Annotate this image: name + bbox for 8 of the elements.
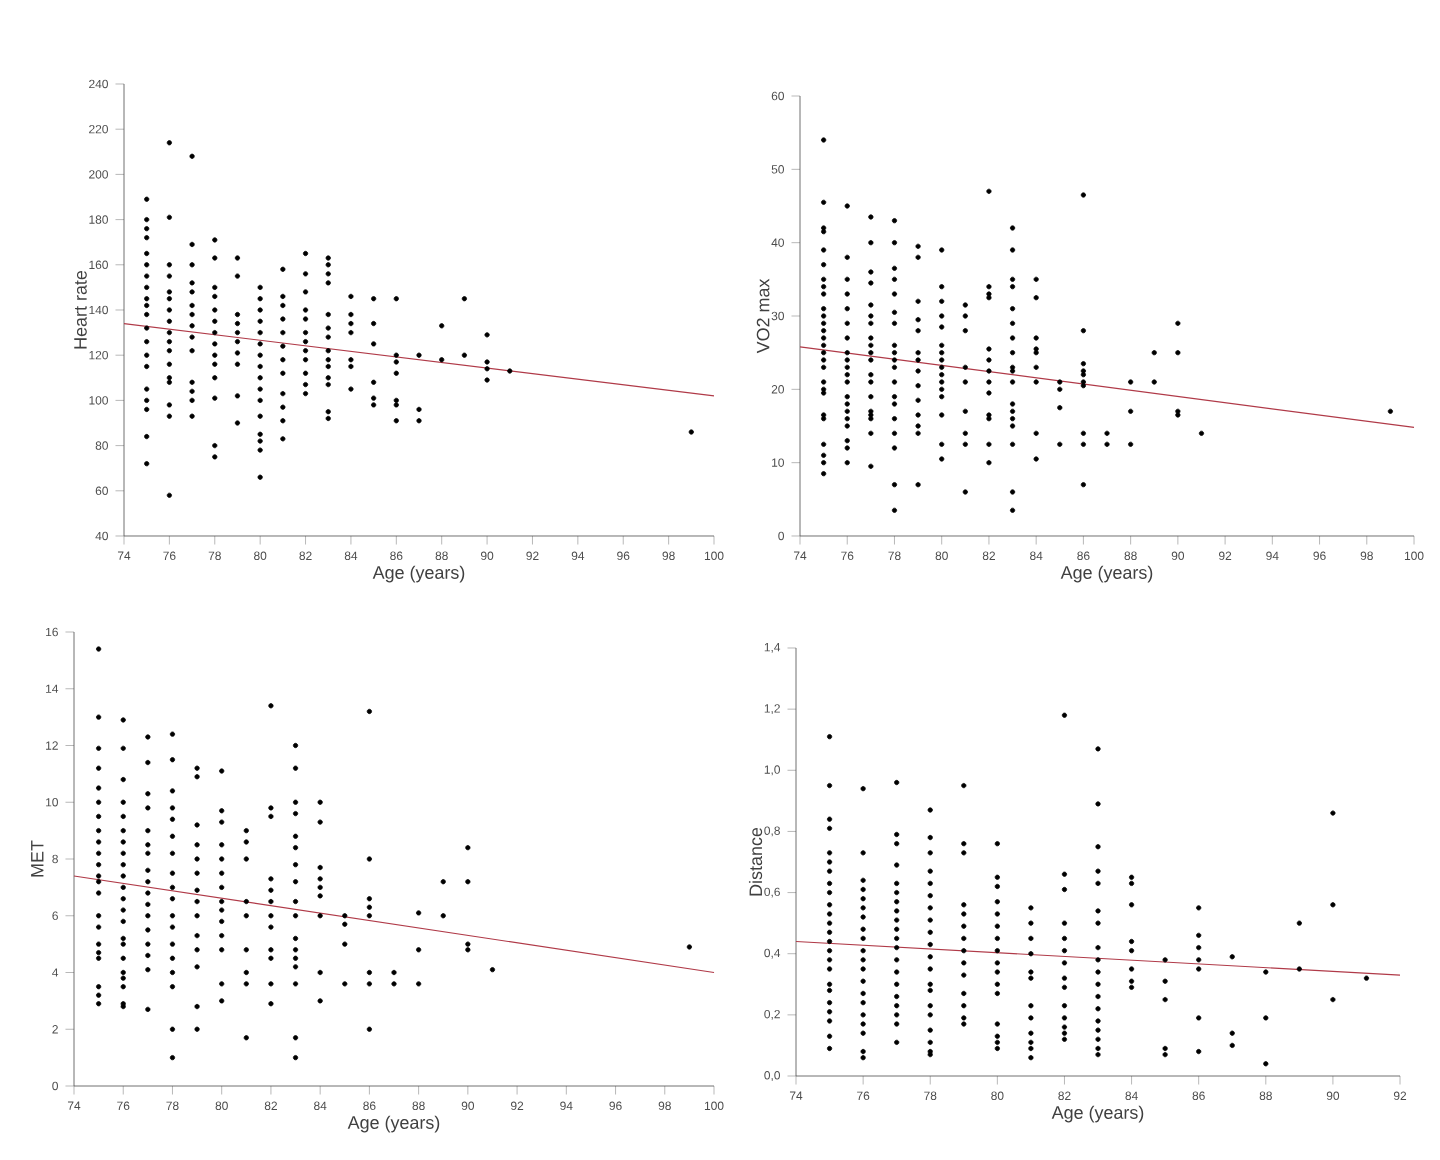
y-axis-title: Heart rate bbox=[74, 270, 87, 349]
x-axis-title: Age (years) bbox=[1051, 1105, 1144, 1123]
x-axis-title: Age (years) bbox=[347, 1115, 440, 1133]
y-axis-title: MET bbox=[31, 840, 44, 877]
y-axis-title: Distance bbox=[748, 827, 763, 896]
y-axis-title: VO2 max bbox=[756, 278, 770, 354]
x-axis-title: Age (years) bbox=[372, 565, 465, 583]
x-axis-title: Age (years) bbox=[1060, 565, 1153, 583]
